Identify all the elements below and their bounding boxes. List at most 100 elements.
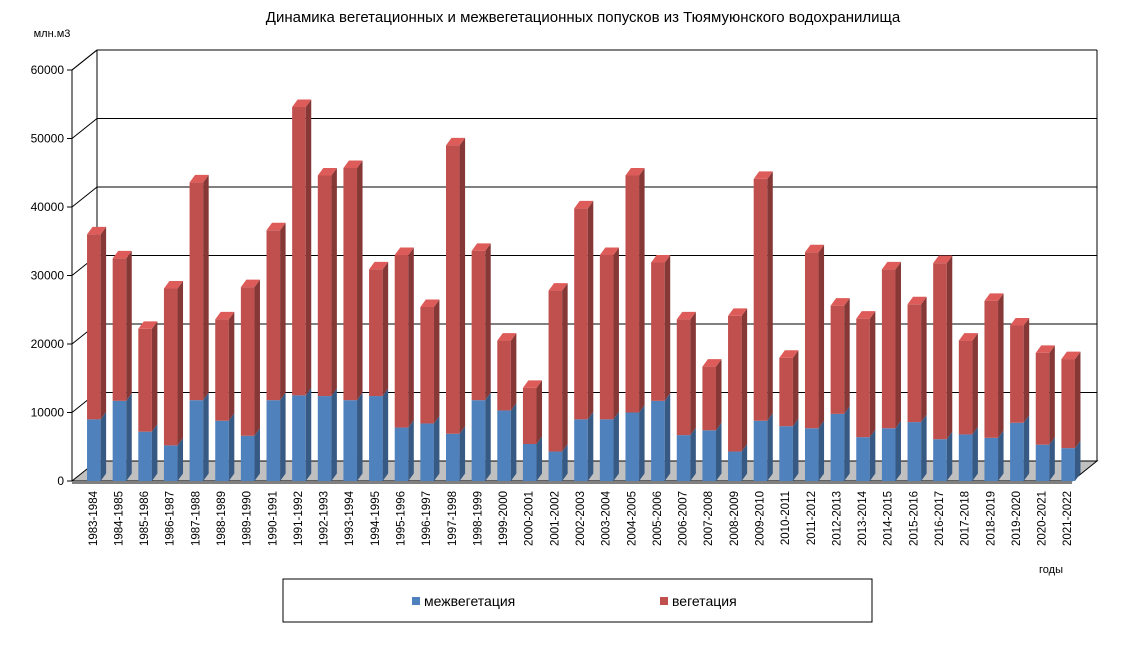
- bar-side: [895, 420, 901, 481]
- gridline-side: [71, 49, 98, 71]
- x-tick-label: 2008-2009: [729, 491, 741, 546]
- bar-side: [510, 333, 517, 411]
- bar-front: [881, 428, 896, 481]
- bar-side: [741, 308, 748, 452]
- bar-top: [599, 247, 619, 255]
- bar-front: [189, 182, 204, 401]
- x-tick-label: 1989-1990: [242, 491, 254, 546]
- bar-top: [984, 293, 1004, 301]
- gridline-side: [71, 118, 98, 139]
- y-tick-label: 30000: [31, 269, 65, 283]
- bar-top: [522, 380, 543, 388]
- bar-front: [240, 287, 255, 436]
- bar-top: [856, 311, 876, 319]
- bar-front: [317, 175, 332, 397]
- legend-label-veg: вегетация: [672, 593, 737, 609]
- bar-top: [420, 299, 440, 308]
- bar-front: [471, 250, 486, 401]
- bar-front: [87, 234, 101, 420]
- bar-front: [112, 400, 127, 481]
- bar-top: [189, 174, 209, 183]
- bar-top: [548, 283, 568, 291]
- bar-top: [317, 167, 337, 176]
- bar-side: [972, 333, 978, 435]
- bar-front: [266, 230, 281, 401]
- bar-front: [317, 396, 332, 481]
- x-tick-label: 2014-2015: [883, 491, 895, 546]
- bar-front: [497, 410, 511, 481]
- bar-side: [382, 261, 389, 397]
- bar-front: [625, 175, 640, 413]
- bar-front: [574, 419, 588, 481]
- bar-front: [420, 307, 434, 424]
- bar-side: [690, 311, 696, 436]
- x-tick-label: 2021-2022: [1062, 491, 1074, 546]
- y-tick-label: 0: [57, 474, 64, 488]
- legend-swatch-veg: [660, 597, 668, 605]
- bar-front: [138, 431, 152, 481]
- bar-side: [741, 444, 748, 481]
- bar-front: [753, 420, 768, 481]
- bar-front: [522, 387, 537, 445]
- bar-side: [280, 392, 286, 481]
- bar-front: [343, 400, 358, 481]
- y-tick-label: 40000: [31, 200, 65, 214]
- x-tick-label: 1994-1995: [370, 491, 382, 546]
- bar-side: [126, 393, 132, 481]
- x-tick-label: 1985-1986: [139, 491, 151, 546]
- bar-side: [228, 311, 235, 421]
- bar-front: [1010, 422, 1024, 481]
- bar-side: [639, 167, 645, 413]
- gridline-side: [71, 186, 98, 208]
- bar-side: [716, 359, 722, 431]
- bar-top: [266, 222, 286, 231]
- x-tick-label: 1983-1984: [88, 490, 100, 546]
- bar-front: [446, 433, 460, 481]
- bar-side: [1023, 318, 1030, 423]
- x-tick-label: 2020-2021: [1037, 491, 1049, 546]
- bar-front: [163, 445, 178, 481]
- bar-front: [753, 178, 768, 421]
- bar-side: [921, 296, 927, 423]
- bar-side: [408, 420, 414, 481]
- bar-front: [702, 430, 716, 481]
- bar-top: [651, 254, 671, 263]
- bar-top: [804, 244, 825, 253]
- bar-front: [163, 288, 178, 446]
- y-axis-unit-label: млн.м3: [34, 28, 71, 40]
- bar-front: [1035, 352, 1050, 445]
- bars: [87, 99, 1081, 481]
- bar-front: [1010, 325, 1024, 423]
- bar-front: [830, 413, 845, 481]
- bar-front: [266, 400, 281, 481]
- bar-front: [1061, 448, 1075, 481]
- bar-top: [369, 261, 389, 270]
- bar-front: [394, 254, 409, 428]
- bar-side: [792, 418, 799, 481]
- bar-front: [804, 252, 819, 429]
- bar-side: [100, 411, 107, 481]
- bar-front: [676, 435, 691, 481]
- bar-side: [998, 430, 1004, 481]
- bar-side: [792, 350, 799, 427]
- y-tick-label: 10000: [31, 406, 65, 420]
- bar-front: [830, 305, 845, 414]
- bar-front: [651, 400, 665, 481]
- y-tick-label: 60000: [31, 63, 65, 77]
- x-tick-label: 2016-2017: [934, 491, 946, 546]
- bar-top: [676, 311, 696, 320]
- bar-side: [536, 380, 543, 445]
- bar-front: [87, 419, 101, 481]
- bar-side: [716, 422, 722, 481]
- bar-front: [702, 366, 716, 431]
- bar-front: [471, 400, 486, 481]
- x-tick-label: 1992-1993: [319, 491, 331, 546]
- floor-front: [72, 481, 1072, 484]
- bar-side: [1074, 440, 1081, 481]
- bar-top: [163, 281, 184, 289]
- bar-side: [818, 420, 825, 481]
- bar-front: [574, 208, 588, 420]
- bar-top: [625, 167, 645, 176]
- bar-front: [215, 319, 229, 421]
